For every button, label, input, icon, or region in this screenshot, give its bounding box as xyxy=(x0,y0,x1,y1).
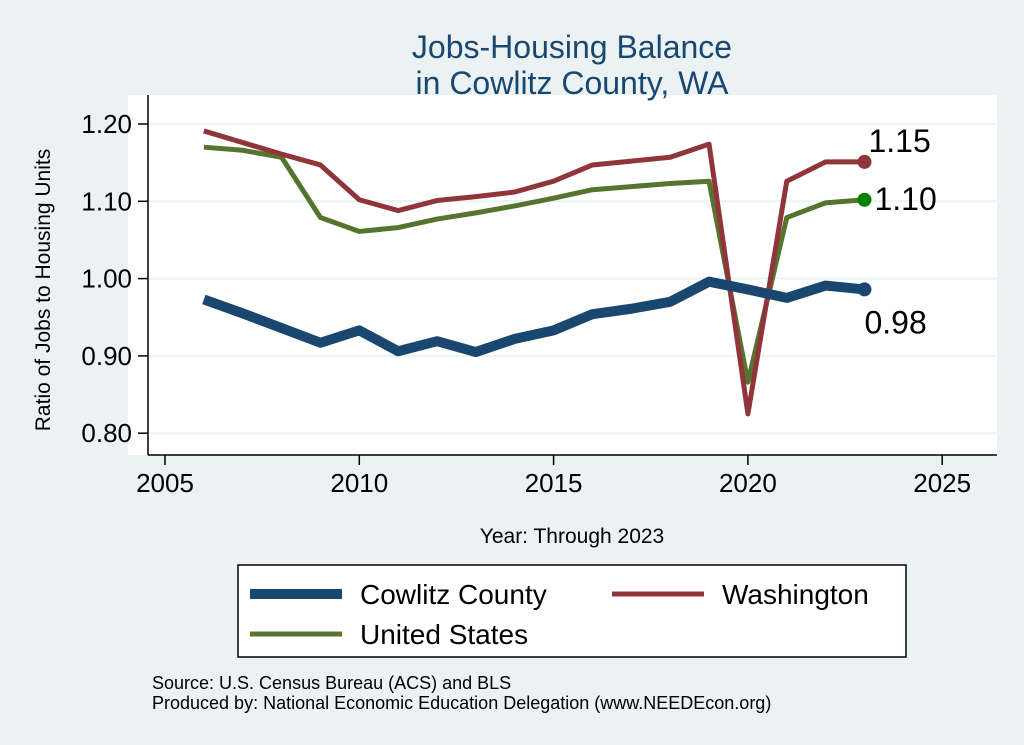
x-tick-label: 2015 xyxy=(525,468,583,498)
legend-label: Cowlitz County xyxy=(360,579,547,610)
legend-box xyxy=(237,564,907,658)
series-line-united-states xyxy=(203,144,865,385)
legend-label: United States xyxy=(360,619,528,650)
chart-title-line2: in Cowlitz County, WA xyxy=(416,65,730,101)
x-tick-label: 2010 xyxy=(330,468,388,498)
chart-title-line1: Jobs-Housing Balance xyxy=(412,29,732,65)
series-line-washington xyxy=(203,128,865,417)
y-axis-label: Ratio of Jobs to Housing Units xyxy=(32,149,55,431)
x-tick-label: 2025 xyxy=(913,468,971,498)
end-marker xyxy=(857,192,872,207)
x-tick-label: 2020 xyxy=(719,468,777,498)
y-tick-label: 1.20 xyxy=(81,109,132,139)
y-tick-label: 1.10 xyxy=(81,186,132,216)
series-line-cowlitz-county xyxy=(202,276,865,358)
producer-note: Produced by: National Economic Education… xyxy=(152,693,771,713)
legend-label: Washington xyxy=(722,579,869,610)
y-tick-label: 1.00 xyxy=(81,264,132,294)
end-label: 1.15 xyxy=(868,123,930,159)
end-marker xyxy=(857,154,872,169)
x-tick-label: 2005 xyxy=(136,468,194,498)
end-marker xyxy=(857,282,872,297)
x-axis-label: Year: Through 2023 xyxy=(480,525,665,548)
y-tick-label: 0.90 xyxy=(81,341,132,371)
end-label: 0.98 xyxy=(864,304,926,340)
end-label: 1.10 xyxy=(874,181,936,217)
y-tick-label: 0.80 xyxy=(81,418,132,448)
source-note: Source: U.S. Census Bureau (ACS) and BLS xyxy=(152,673,511,693)
